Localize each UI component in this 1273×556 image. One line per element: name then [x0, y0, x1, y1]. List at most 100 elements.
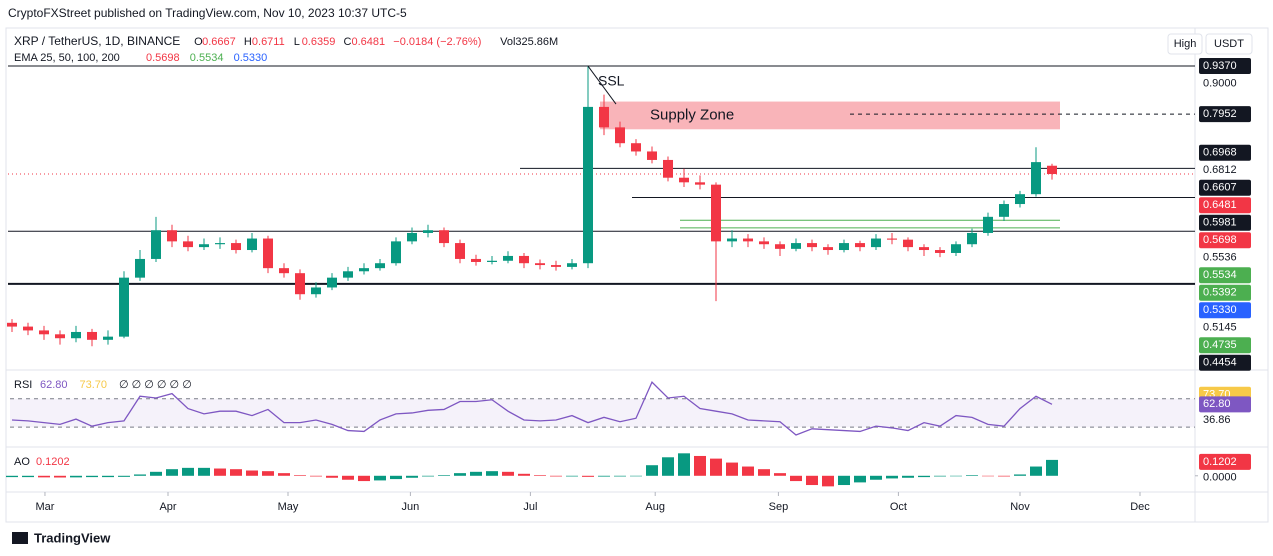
ao-bar: [742, 466, 754, 476]
ao-legend-value: 0.1202: [36, 456, 70, 468]
candle-body: [279, 268, 289, 274]
ema-legend: EMA 25, 50, 100, 200: [14, 52, 120, 64]
rsi-tick-label: 36.86: [1203, 414, 1231, 426]
price-label: 0.5330: [1203, 304, 1237, 316]
candle-body: [951, 244, 961, 253]
ao-bar: [534, 475, 546, 476]
candle-body: [23, 326, 33, 331]
candle-body: [999, 204, 1009, 217]
rsi-legend: RSI: [14, 379, 32, 391]
ao-bar: [454, 473, 466, 476]
supply-zone-label: Supply Zone: [650, 106, 734, 123]
candle-body: [695, 182, 705, 185]
logo-icon: [12, 532, 28, 544]
ao-bar: [918, 475, 930, 478]
candle-body: [535, 263, 545, 266]
price-label: 0.5145: [1203, 322, 1237, 334]
ao-bar: [870, 475, 882, 480]
price-label: 0.5392: [1203, 287, 1237, 299]
change: −0.0184 (−2.76%): [393, 36, 481, 48]
candle-body: [199, 244, 209, 248]
candle-body: [423, 230, 433, 233]
ema-value: 0.5534: [190, 52, 224, 64]
candle-body: [407, 232, 417, 242]
price-label: 0.6607: [1203, 182, 1237, 194]
candle-body: [743, 238, 753, 242]
ao-bar: [438, 475, 450, 476]
ao-bar: [822, 475, 834, 487]
high-button[interactable]: [1167, 33, 1203, 55]
candle-body: [135, 258, 145, 278]
price-label: 0.5698: [1203, 234, 1237, 246]
ao-tick-label: 0.0000: [1203, 472, 1237, 484]
ohlc-key: L: [294, 36, 300, 48]
candle-body: [39, 330, 49, 335]
ao-badge: [1199, 453, 1251, 470]
candle-body: [183, 241, 193, 248]
ao-legend: AO: [14, 456, 30, 468]
rsi-legend-value: 73.70: [80, 379, 108, 391]
candle-body: [775, 244, 785, 249]
ao-bar: [982, 475, 994, 477]
ao-bar: [1014, 474, 1026, 476]
price-badge: [1199, 106, 1251, 123]
candle-body: [791, 243, 801, 249]
candle-body: [679, 177, 689, 183]
x-tick-label: Aug: [645, 501, 665, 513]
candle-body: [455, 243, 465, 259]
currency-button[interactable]: [1205, 33, 1253, 55]
candle-body: [903, 239, 913, 248]
candle-body: [311, 287, 321, 295]
price-label: 0.5536: [1203, 252, 1237, 264]
currency-button-label[interactable]: USDT: [1214, 38, 1244, 50]
ao-bar: [310, 475, 322, 477]
ao-bar: [294, 475, 306, 476]
byline: CryptoFXStreet published on TradingView.…: [8, 6, 407, 20]
ao-bar: [1030, 466, 1042, 476]
price-label: 0.5534: [1203, 269, 1237, 281]
candle-body: [55, 334, 65, 339]
price-badge: [1199, 197, 1251, 214]
candle-body: [807, 243, 817, 248]
candle-body: [599, 106, 609, 128]
ohlc-key: C: [344, 36, 352, 48]
candle-body: [855, 243, 865, 248]
ao-bar: [390, 475, 402, 480]
ao-bar: [646, 465, 658, 476]
frame: [5, 27, 1269, 523]
ao-bar: [902, 475, 914, 478]
candle-body: [551, 265, 561, 267]
x-tick-label: Jun: [402, 501, 420, 513]
price-badge: [1199, 58, 1251, 75]
price-badge: [1199, 232, 1251, 249]
ohlc-key: O: [194, 36, 203, 48]
candle-body: [215, 243, 225, 245]
candle-body: [7, 322, 17, 327]
price-label: 0.4735: [1203, 339, 1237, 351]
ao-bar: [86, 475, 98, 478]
ao-bar: [422, 475, 434, 477]
ao-bar: [182, 467, 194, 476]
ao-bar: [102, 475, 114, 478]
ao-bar: [150, 471, 162, 476]
ao-bar: [358, 475, 370, 482]
candle-body: [615, 127, 625, 144]
ao-bar: [630, 475, 642, 477]
ao-bar: [598, 475, 610, 477]
candle-body: [727, 238, 737, 242]
price-label: 0.5981: [1203, 217, 1237, 229]
ao-bar: [246, 470, 258, 476]
ao-bar: [998, 475, 1010, 477]
candle-body: [103, 336, 113, 340]
annotation: SSL: [598, 73, 625, 89]
candle-body: [391, 241, 401, 264]
ohlc-value: 0.6359: [302, 36, 336, 48]
high-button-label[interactable]: High: [1174, 38, 1197, 50]
candle-body: [487, 260, 497, 262]
rsi-legend-value: 62.80: [40, 379, 68, 391]
price-label: 0.6481: [1203, 199, 1237, 211]
ao-bar: [966, 475, 978, 476]
ao-bar: [726, 462, 738, 476]
ohlc-key: H: [244, 36, 252, 48]
